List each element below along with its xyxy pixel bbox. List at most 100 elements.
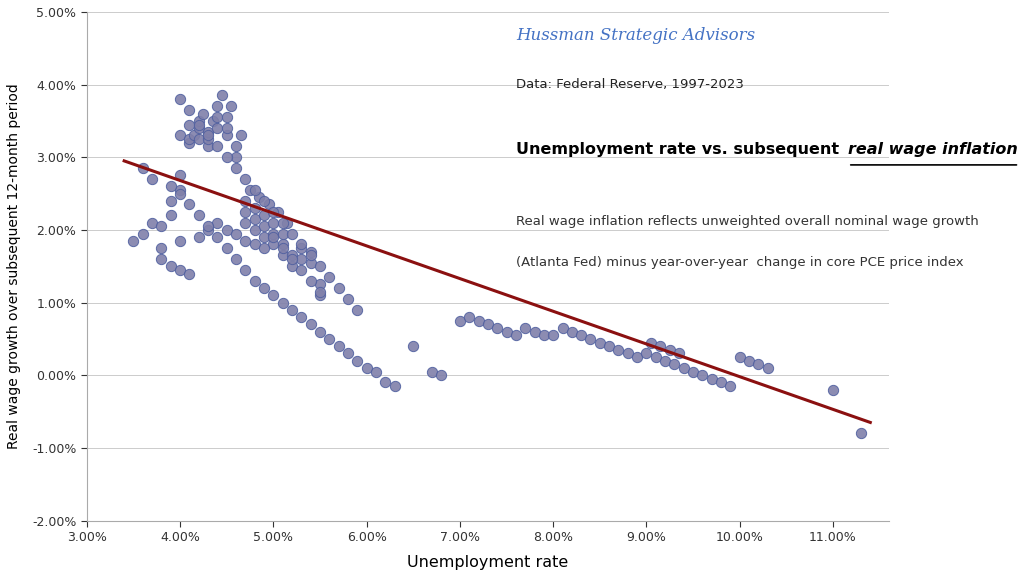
Point: [275, 229, 291, 238]
Point: [350, 356, 366, 365]
Point: [564, 327, 580, 336]
Point: [154, 254, 170, 264]
Point: [340, 294, 357, 304]
Point: [200, 142, 216, 151]
Point: [293, 254, 310, 264]
Y-axis label: Real wage growth over subsequent 12-month period: Real wage growth over subsequent 12-mont…: [7, 83, 20, 449]
Point: [228, 229, 244, 238]
Point: [573, 331, 589, 340]
Point: [172, 236, 189, 245]
Point: [666, 359, 683, 369]
Point: [284, 251, 300, 260]
Point: [507, 331, 524, 340]
Point: [218, 243, 235, 253]
Point: [256, 233, 273, 242]
Point: [330, 283, 346, 293]
Point: [144, 218, 160, 227]
Point: [582, 334, 599, 343]
Point: [191, 123, 207, 133]
Point: [181, 138, 198, 147]
Text: (Atlanta Fed) minus year-over-year  change in core PCE price index: (Atlanta Fed) minus year-over-year chang…: [516, 256, 964, 269]
Point: [265, 218, 282, 227]
Point: [312, 327, 328, 336]
Point: [172, 265, 189, 275]
Point: [163, 196, 179, 205]
Point: [191, 117, 207, 126]
Point: [237, 218, 253, 227]
Point: [205, 117, 221, 126]
Point: [340, 349, 357, 358]
Point: [181, 200, 198, 209]
Point: [191, 120, 207, 129]
Point: [619, 349, 636, 358]
Point: [200, 222, 216, 231]
Point: [470, 316, 487, 325]
Point: [237, 174, 253, 183]
Point: [191, 134, 207, 144]
Point: [312, 280, 328, 289]
Point: [480, 320, 496, 329]
Point: [181, 106, 198, 115]
Point: [172, 131, 189, 140]
Text: Data: Federal Reserve, 1997-2023: Data: Federal Reserve, 1997-2023: [516, 78, 744, 91]
Point: [233, 131, 249, 140]
Point: [293, 240, 310, 249]
Point: [489, 323, 505, 332]
Point: [302, 258, 319, 267]
Point: [545, 331, 562, 340]
Point: [247, 204, 263, 213]
Point: [260, 200, 277, 209]
Point: [452, 316, 468, 325]
Point: [247, 225, 263, 234]
Point: [256, 222, 273, 231]
Point: [228, 142, 244, 151]
Point: [312, 261, 328, 271]
Point: [555, 323, 571, 332]
Point: [256, 211, 273, 220]
Point: [209, 123, 226, 133]
Point: [284, 254, 300, 264]
Point: [218, 225, 235, 234]
Point: [359, 364, 375, 373]
Point: [275, 243, 291, 253]
Point: [265, 229, 282, 238]
Point: [275, 218, 291, 227]
Point: [853, 429, 869, 438]
Point: [275, 251, 291, 260]
Point: [228, 254, 244, 264]
Point: [256, 243, 273, 253]
Point: [214, 91, 231, 100]
Text: Real wage inflation reflects unweighted overall nominal wage growth: Real wage inflation reflects unweighted …: [516, 215, 979, 228]
Point: [461, 313, 478, 322]
Point: [154, 243, 170, 253]
Point: [223, 102, 240, 111]
Point: [247, 215, 263, 224]
Point: [228, 153, 244, 162]
Text: Hussman Strategic Advisors: Hussman Strategic Advisors: [516, 27, 755, 44]
Point: [218, 153, 235, 162]
Point: [302, 320, 319, 329]
Text: real wage inflation: real wage inflation: [848, 141, 1018, 156]
Point: [154, 222, 170, 231]
Point: [732, 353, 748, 362]
Point: [591, 338, 608, 347]
Point: [134, 229, 151, 238]
Point: [181, 134, 198, 144]
Point: [209, 142, 226, 151]
Point: [200, 127, 216, 136]
Point: [405, 342, 421, 351]
Point: [237, 196, 253, 205]
Point: [265, 207, 282, 216]
Point: [237, 207, 253, 216]
Point: [368, 367, 384, 376]
Point: [247, 240, 263, 249]
Point: [163, 211, 179, 220]
Point: [350, 305, 366, 314]
Point: [377, 378, 394, 387]
Point: [256, 283, 273, 293]
Point: [218, 113, 235, 122]
Point: [639, 349, 655, 358]
Point: [200, 134, 216, 144]
Point: [293, 265, 310, 275]
Point: [293, 313, 310, 322]
